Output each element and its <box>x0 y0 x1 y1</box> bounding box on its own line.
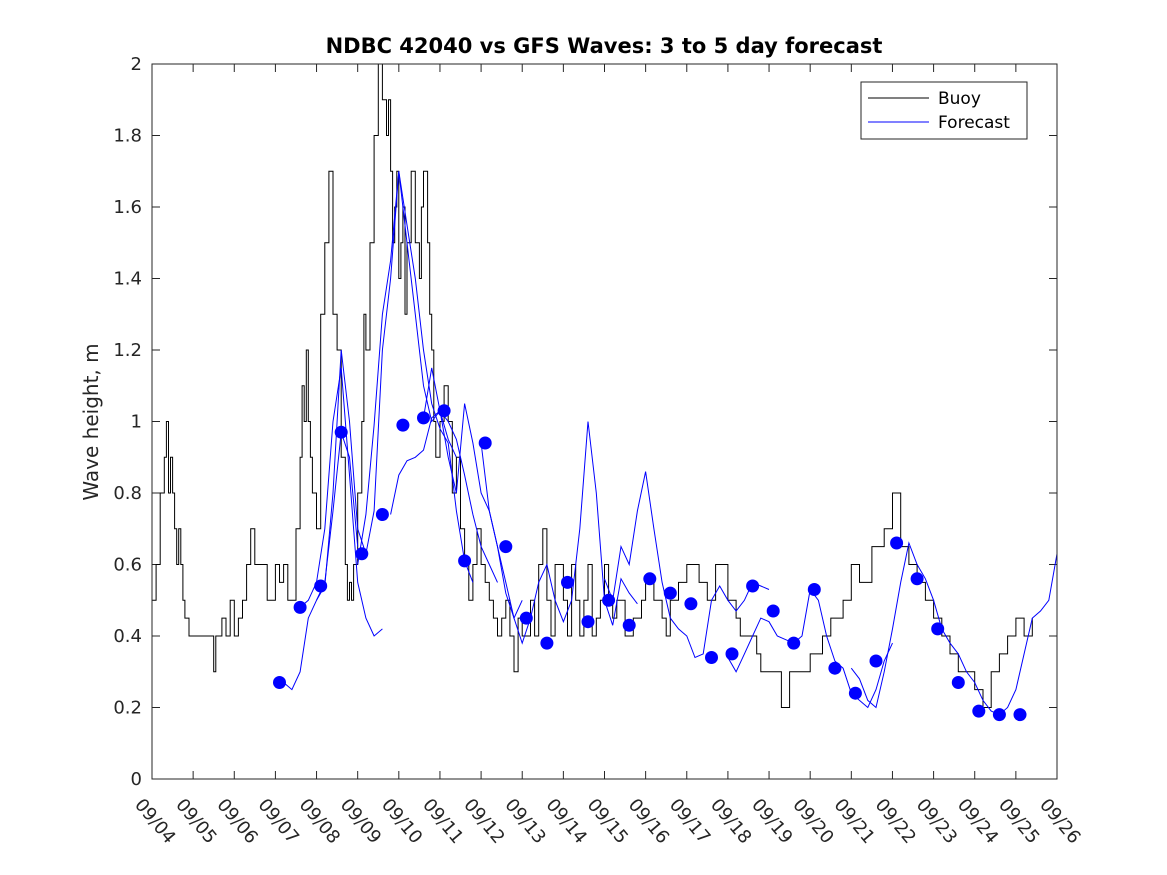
forecast-point <box>869 654 883 668</box>
forecast-point <box>705 651 718 664</box>
y-tick-label: 1.6 <box>113 197 142 218</box>
forecast-point <box>458 554 472 568</box>
plot-area <box>152 64 1057 779</box>
y-tick-label: 0.2 <box>113 698 142 719</box>
forecast-point <box>746 579 760 593</box>
forecast-point <box>437 404 451 418</box>
plot-frame <box>151 63 1058 780</box>
forecast-series-line <box>480 421 638 645</box>
forecast-point <box>910 572 924 586</box>
forecast-point <box>890 536 904 550</box>
legend-box <box>860 81 1028 140</box>
forecast-point <box>828 661 842 675</box>
y-tick-label: 0 <box>131 769 142 790</box>
forecast-point <box>355 547 369 561</box>
forecast-series-line <box>604 471 770 659</box>
forecast-point <box>334 425 348 439</box>
y-axis-label: Wave height, m <box>79 343 103 500</box>
forecast-point <box>931 622 945 636</box>
forecast-point <box>375 508 389 521</box>
y-tick-labels: 0 0.2 0.4 0.6 0.8 1 1.2 1.4 1.6 1.8 2 <box>113 54 142 790</box>
legend: Buoy Forecast <box>860 81 1028 140</box>
forecast-point <box>951 676 965 689</box>
forecast-point <box>561 575 574 589</box>
forecast-series-line <box>357 171 474 583</box>
forecast-series-line <box>316 171 457 601</box>
forecast-point <box>478 436 492 450</box>
y-tick-label: 0.4 <box>113 626 142 647</box>
forecast-point <box>396 418 410 432</box>
series-layer <box>152 63 1058 722</box>
forecast-point <box>499 540 513 554</box>
forecast-point <box>992 708 1006 722</box>
forecast-point <box>519 611 533 625</box>
forecast-point <box>273 676 286 689</box>
forecast-point <box>848 686 862 700</box>
forecast-point <box>602 593 616 607</box>
forecast-point <box>314 579 328 593</box>
legend-forecast-label: Forecast <box>938 113 1010 133</box>
legend-buoy-label: Buoy <box>938 89 981 109</box>
buoy-series-line <box>152 63 1033 708</box>
forecast-point <box>807 583 821 596</box>
forecast-point <box>1013 708 1027 722</box>
forecast-point <box>787 636 801 650</box>
forecast-point <box>293 600 307 614</box>
forecast-point <box>766 604 780 618</box>
y-tick-label: 0.6 <box>113 555 142 576</box>
y-tick-label: 1.8 <box>113 126 142 147</box>
forecast-series-line <box>850 541 1058 716</box>
y-tick-label: 0.8 <box>113 483 142 504</box>
forecast-point <box>643 572 657 586</box>
y-tick-label: 1 <box>131 412 142 433</box>
y-tick-label: 2 <box>131 54 142 75</box>
forecast-point <box>417 411 430 425</box>
y-tick-label: 1.2 <box>113 340 142 361</box>
forecast-point <box>581 615 595 629</box>
forecast-point <box>725 647 739 661</box>
chart-title: NDBC 42040 vs GFS Waves: 3 to 5 day fore… <box>326 34 883 58</box>
forecast-point <box>622 618 636 632</box>
forecast-point <box>684 597 698 611</box>
forecast-series-line <box>299 367 383 637</box>
y-tick-label: 1.4 <box>113 269 142 290</box>
forecast-point <box>663 586 677 600</box>
forecast-point <box>972 704 986 718</box>
axis-ticks <box>151 63 1058 780</box>
forecast-point <box>540 636 554 650</box>
